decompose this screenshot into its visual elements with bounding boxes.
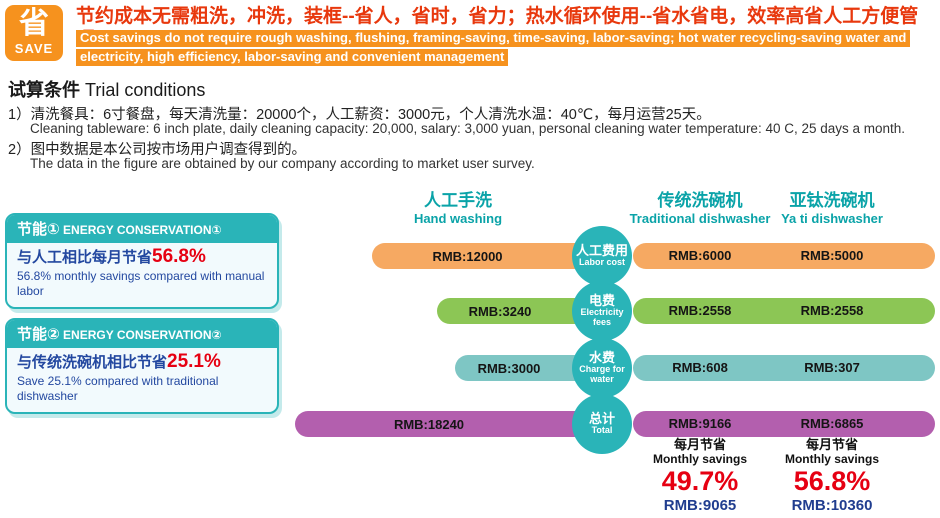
chart-row-labor-cost: RMB:12000 RMB:6000 RMB:5000 人工费用 Labor c… (0, 226, 940, 286)
energy-box2-text-en: Save 25.1% compared with traditional dis… (17, 374, 219, 403)
water-yati-value: RMB:307 (804, 360, 860, 375)
energy-box2-title-en: ENERGY CONSERVATION② (59, 328, 222, 342)
save-badge-label: SAVE (14, 41, 54, 56)
water-label-cn: 水费 (588, 349, 615, 365)
electricity-yati-value: RMB:2558 (800, 303, 864, 318)
column-header-traditional-dishwasher: 传统洗碗机 Traditional dishwasher (615, 191, 785, 226)
electricity-circle: 电费 Electricity fees (572, 281, 632, 341)
electricity-label-en: Electricity fees (580, 307, 624, 328)
labor-cost-yati-value: RMB:5000 (800, 248, 864, 263)
energy-box2-body: 与传统洗碗机相比节省25.1% Save 25.1% compared with… (7, 348, 277, 412)
headline-english-line2: electricity, high efficiency, labor-savi… (76, 49, 509, 66)
labor-cost-dishwasher-bar: RMB:6000 RMB:5000 (633, 243, 935, 269)
chart-row-water-charge: RMB:3000 RMB:608 RMB:307 水费 Charge for w… (0, 338, 940, 398)
energy-box1-header: 节能① ENERGY CONSERVATION① (7, 215, 277, 243)
labor-cost-traditional-value: RMB:6000 (668, 248, 732, 263)
monthly-savings-traditional-label-en: Monthly savings (652, 452, 747, 466)
labor-cost-hand-bar: RMB:12000 (372, 243, 608, 269)
trial-line1-cn: 1）清洗餐具：6寸餐盘，每天清洗量：20000个，人工薪资：3000元，个人清洗… (8, 107, 711, 123)
trial-title-en: Trial conditions (80, 80, 206, 100)
column-hand-cn: 人工手洗 (424, 191, 492, 210)
energy-box1-text-en: 56.8% monthly savings compared with manu… (17, 269, 265, 298)
energy-box2-title-cn: 节能② (17, 326, 60, 343)
chart-row-electricity-fees: RMB:3240 RMB:2558 RMB:2558 电费 Electricit… (0, 281, 940, 341)
electricity-hand-value: RMB:3240 (468, 303, 532, 319)
headline-english-line2-wrap: electricity, high efficiency, labor-savi… (76, 48, 940, 67)
energy-box2-text-cn: 与传统洗碗机相比节省25.1% (17, 352, 267, 373)
energy-box1-title-cn: 节能① (17, 221, 60, 238)
chart-row-total: RMB:18240 RMB:9166 RMB:6865 总计 Total (0, 394, 940, 454)
headline-english: Cost savings do not require rough washin… (76, 29, 940, 67)
total-hand-bar: RMB:18240 (295, 411, 608, 437)
monthly-savings-yati-percent: 56.8% (793, 466, 871, 496)
energy-box2-percent: 25.1% (167, 351, 221, 372)
energy-conservation-box-2: 节能② ENERGY CONSERVATION② 与传统洗碗机相比节省25.1%… (5, 318, 279, 414)
energy-box2-header: 节能② ENERGY CONSERVATION② (7, 320, 277, 348)
trial-line2-cn: 2）图中数据是本公司按市场用户调查得到的。 (8, 142, 307, 158)
save-badge-character: 省 (19, 7, 49, 40)
energy-box1-title-en: ENERGY CONSERVATION① (59, 223, 222, 237)
electricity-label-cn: 电费 (588, 292, 615, 308)
column-header-yati-dishwasher: 亚钛洗碗机 Ya ti dishwasher (747, 191, 917, 226)
monthly-savings-yati-label-cn: 每月节省 (805, 437, 858, 452)
monthly-savings-traditional: 每月节省 Monthly savings 49.7% RMB:9065 (615, 437, 785, 514)
labor-cost-hand-value: RMB:12000 (432, 248, 503, 264)
water-dishwasher-bar: RMB:608 RMB:307 (633, 355, 935, 381)
energy-box2-text-cn-label: 与传统洗碗机相比节省 (17, 354, 168, 371)
labor-cost-label-cn: 人工费用 (575, 242, 628, 258)
monthly-savings-yati: 每月节省 Monthly savings 56.8% RMB:10360 (747, 437, 917, 514)
save-badge: 省 SAVE (5, 5, 63, 61)
total-label-cn: 总计 (588, 410, 615, 426)
trial-title-cn: 试算条件 (8, 80, 80, 100)
column-traditional-cn: 传统洗碗机 (657, 191, 743, 210)
total-hand-value: RMB:18240 (393, 416, 465, 432)
water-circle: 水费 Charge for water (572, 338, 632, 398)
monthly-savings-traditional-percent: 49.7% (661, 466, 739, 496)
energy-box1-text-cn: 与人工相比每月节省56.8% (17, 247, 267, 268)
monthly-savings-traditional-rmb: RMB:9065 (663, 497, 737, 514)
electricity-dishwasher-bar: RMB:2558 RMB:2558 (633, 298, 935, 324)
column-yati-en: Ya ti dishwasher (781, 211, 883, 226)
water-traditional-value: RMB:608 (672, 360, 728, 375)
monthly-savings-yati-label-en: Monthly savings (784, 452, 879, 466)
total-traditional-value: RMB:9166 (668, 416, 732, 431)
trial-conditions-title: 试算条件 Trial conditions (8, 76, 205, 102)
column-yati-cn: 亚钛洗碗机 (789, 191, 875, 210)
energy-box1-percent: 56.8% (152, 246, 206, 267)
electricity-traditional-value: RMB:2558 (668, 303, 732, 318)
energy-conservation-box-1: 节能① ENERGY CONSERVATION① 与人工相比每月节省56.8% … (5, 213, 279, 309)
water-hand-value: RMB:3000 (477, 360, 541, 376)
total-dishwasher-bar: RMB:9166 RMB:6865 (633, 411, 935, 437)
trial-line1-en: Cleaning tableware: 6 inch plate, daily … (30, 121, 906, 136)
monthly-savings-yati-rmb: RMB:10360 (791, 497, 873, 514)
energy-box1-text-cn-label: 与人工相比每月节省 (17, 249, 153, 266)
labor-cost-circle: 人工费用 Labor cost (572, 226, 632, 286)
labor-cost-label-en: Labor cost (578, 257, 625, 268)
column-traditional-en: Traditional dishwasher (629, 211, 771, 226)
total-label-en: Total (591, 425, 613, 436)
energy-box1-body: 与人工相比每月节省56.8% 56.8% monthly savings com… (7, 243, 277, 307)
headline-english-line1-wrap: Cost savings do not require rough washin… (76, 29, 940, 48)
total-circle: 总计 Total (572, 394, 632, 454)
column-hand-en: Hand washing (413, 211, 503, 226)
column-header-hand-washing: 人工手洗 Hand washing (373, 191, 543, 226)
water-label-en: Charge for water (579, 364, 625, 385)
monthly-savings-traditional-label-cn: 每月节省 (673, 437, 726, 452)
headline-english-line1: Cost savings do not require rough washin… (76, 30, 911, 47)
total-yati-value: RMB:6865 (800, 416, 864, 431)
trial-line2-en: The data in the figure are obtained by o… (30, 156, 535, 171)
